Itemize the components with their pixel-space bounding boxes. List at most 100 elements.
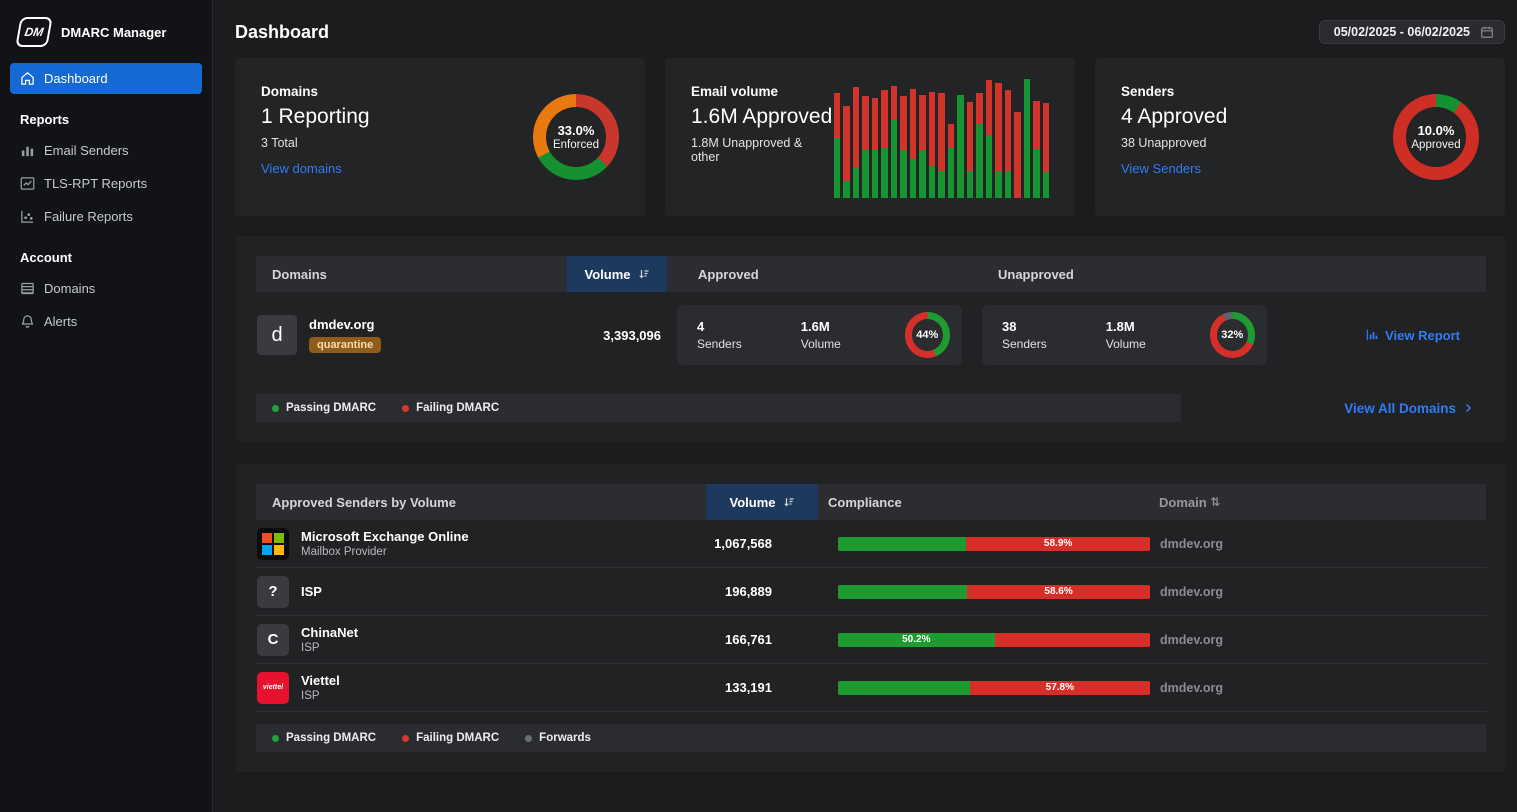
sender-row[interactable]: viettel Viettel ISP 133,191 57.8% dmdev.… <box>256 664 1486 712</box>
donut-percent: 44% <box>912 319 943 351</box>
volume-bar <box>1043 77 1050 198</box>
volume-bar <box>919 77 926 198</box>
main-content: Dashboard 05/02/2025 - 06/02/2025 Domain… <box>214 0 1517 772</box>
column-header-compliance[interactable]: Compliance <box>818 484 1146 520</box>
sort-both-icon: ⇅ <box>1210 495 1220 509</box>
sidebar-item-domains[interactable]: Domains <box>10 273 202 304</box>
date-range-picker[interactable]: 05/02/2025 - 06/02/2025 <box>1319 20 1505 44</box>
sender-volume: 166,761 <box>706 632 818 647</box>
microsoft-logo-icon <box>257 528 289 560</box>
enforcement-donut-chart: 33.0% Enforced <box>533 94 619 180</box>
domains-reporting-value: 1 Reporting <box>261 105 370 129</box>
sender-row[interactable]: Microsoft Exchange Online Mailbox Provid… <box>256 520 1486 568</box>
view-domains-link[interactable]: View domains <box>261 161 370 176</box>
volume-bar <box>986 77 993 198</box>
volume-bar <box>881 77 888 198</box>
volume-bar <box>872 77 879 198</box>
column-header-unapproved[interactable]: Unapproved <box>982 256 1267 292</box>
home-icon <box>20 71 35 86</box>
volume-bar <box>948 77 955 198</box>
donut-percent: 10.0% <box>1418 123 1455 138</box>
compliance-bar: 50.2% <box>838 633 1150 647</box>
sidebar-item-label: Domains <box>44 281 95 296</box>
dm-logo-icon: DM <box>15 17 52 47</box>
volume-bar <box>891 77 898 198</box>
domain-row[interactable]: d dmdev.org quarantine 3,393,096 4 Sende… <box>256 305 1486 365</box>
volume-bar <box>834 77 841 198</box>
sender-name: Viettel <box>301 673 340 688</box>
email-volume-card: Email volume 1.6M Approved 1.8M Unapprov… <box>665 58 1075 216</box>
column-header-domain[interactable]: Domain ⇅ <box>1146 484 1486 520</box>
sender-domain: dmdev.org <box>1146 633 1486 647</box>
approved-senders-panel: Approved Senders by Volume Volume Compli… <box>236 464 1506 772</box>
view-all-domains-link[interactable]: View All Domains <box>1344 401 1486 416</box>
domains-panel: Domains Volume Approved Unapproved d dmd… <box>236 236 1506 442</box>
donut-caption: Enforced <box>553 139 599 151</box>
viettel-logo-icon: viettel <box>257 672 289 704</box>
policy-badge: quarantine <box>309 337 381 353</box>
sender-name: ISP <box>301 584 322 599</box>
sidebar-item-failure-reports[interactable]: Failure Reports <box>10 201 202 232</box>
domains-total: 3 Total <box>261 136 370 150</box>
sender-volume: 133,191 <box>706 680 818 695</box>
sender-name: ChinaNet <box>301 625 358 640</box>
report-chart-icon <box>1365 328 1379 342</box>
email-volume-chart <box>834 77 1050 198</box>
volume-bar <box>1014 77 1021 198</box>
volume-bar <box>843 77 850 198</box>
date-range-value: 05/02/2025 - 06/02/2025 <box>1334 25 1470 39</box>
sort-descending-icon <box>783 496 795 508</box>
volume-bar <box>900 77 907 198</box>
volume-bar <box>1024 77 1031 198</box>
passing-dmarc-dot <box>272 405 279 412</box>
sender-domain: dmdev.org <box>1146 681 1486 695</box>
volume-bar <box>910 77 917 198</box>
chevron-right-icon <box>1462 402 1474 414</box>
approved-senders-count: 4 <box>697 319 801 334</box>
column-header-volume[interactable]: Volume <box>567 256 667 292</box>
sidebar-item-tls-rpt-reports[interactable]: TLS-RPT Reports <box>10 168 202 199</box>
volume-bar <box>938 77 945 198</box>
sidebar-section-reports: Reports <box>0 96 212 133</box>
approved-pass-donut-chart: 44% <box>905 312 950 358</box>
sidebar-item-alerts[interactable]: Alerts <box>10 306 202 337</box>
compliance-bar: 58.9% <box>838 537 1150 551</box>
column-header-domains[interactable]: Domains <box>256 256 567 292</box>
app-name: DMARC Manager <box>61 25 166 40</box>
senders-table-title: Approved Senders by Volume <box>256 484 706 520</box>
sender-volume: 196,889 <box>706 584 818 599</box>
column-header-volume[interactable]: Volume <box>706 484 818 520</box>
view-report-link[interactable]: View Report <box>1365 328 1460 343</box>
senders-approved-donut-chart: 10.0% Approved <box>1393 94 1479 180</box>
volume-bar <box>995 77 1002 198</box>
unapproved-volume: 1.8M <box>1106 319 1210 334</box>
volume-bar <box>1033 77 1040 198</box>
donut-percent: 33.0% <box>558 123 595 138</box>
domain-name[interactable]: dmdev.org <box>309 317 381 332</box>
senders-card: Senders 4 Approved 38 Unapproved View Se… <box>1095 58 1505 216</box>
email-approved-value: 1.6M Approved <box>691 105 834 129</box>
volume-bar <box>967 77 974 198</box>
sort-descending-icon <box>638 268 650 280</box>
view-senders-link[interactable]: View Senders <box>1121 161 1227 176</box>
compliance-bar: 58.6% <box>838 585 1150 599</box>
sender-row[interactable]: C ChinaNet ISP 166,761 50.2% dmdev.org <box>256 616 1486 664</box>
volume-bar <box>853 77 860 198</box>
sender-domain: dmdev.org <box>1146 585 1486 599</box>
sidebar-item-label: Failure Reports <box>44 209 133 224</box>
line-chart-icon <box>20 176 35 191</box>
failing-dmarc-dot <box>402 735 409 742</box>
column-header-approved[interactable]: Approved <box>677 256 962 292</box>
failing-dmarc-dot <box>402 405 409 412</box>
domains-card: Domains 1 Reporting 3 Total View domains… <box>235 58 645 216</box>
sender-row[interactable]: ? ISP 196,889 58.6% dmdev.org <box>256 568 1486 616</box>
senders-legend: Passing DMARC Failing DMARC Forwards <box>256 724 1486 752</box>
sidebar-item-email-senders[interactable]: Email Senders <box>10 135 202 166</box>
domains-legend: Passing DMARC Failing DMARC <box>256 394 1181 422</box>
unknown-sender-icon: ? <box>257 576 289 608</box>
sidebar-item-label: Alerts <box>44 314 77 329</box>
sender-name: Microsoft Exchange Online <box>301 529 469 544</box>
sidebar-item-label: TLS-RPT Reports <box>44 176 147 191</box>
approved-volume: 1.6M <box>801 319 905 334</box>
sidebar-item-dashboard[interactable]: Dashboard <box>10 63 202 94</box>
